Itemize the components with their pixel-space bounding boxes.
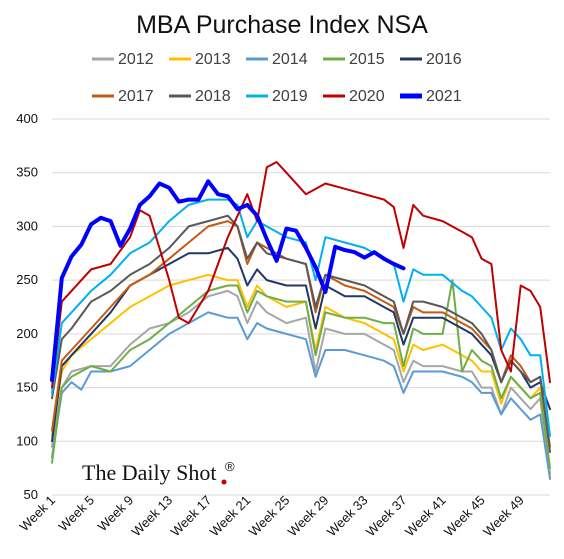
- brand-text: The Daily Shot: [82, 460, 216, 485]
- legend-label-2015: 2015: [349, 51, 385, 68]
- y-tick-label: 100: [16, 433, 38, 448]
- y-tick-label: 250: [16, 272, 38, 287]
- brand-registered-mark: ®: [225, 459, 235, 474]
- series-lines: [50, 161, 551, 480]
- x-tick-label: Week 49: [480, 493, 527, 540]
- series-line-2012: [51, 289, 551, 475]
- x-tick-label: Week 5: [56, 493, 98, 535]
- x-tick-label: Week 45: [441, 493, 488, 540]
- x-tick-label: Week 13: [129, 493, 176, 540]
- series-line-2019: [51, 198, 551, 437]
- legend-label-2020: 2020: [349, 88, 385, 105]
- series-line-2014: [51, 311, 551, 480]
- legend-label-2012: 2012: [118, 51, 154, 68]
- legend-label-2017: 2017: [118, 88, 154, 105]
- legend-label-2019: 2019: [272, 88, 308, 105]
- legend: 2012 2013 2014 2015 2016 2017 2018 2019 2020 2021: [92, 51, 462, 105]
- series-line-2021: [50, 179, 406, 383]
- series-line-2018: [51, 214, 551, 453]
- x-tick-label: Week 21: [207, 493, 254, 540]
- x-tick-label: Week 37: [363, 493, 410, 540]
- branding: The Daily Shot ®: [82, 459, 235, 485]
- series-line-2015: [51, 279, 551, 470]
- legend-label-2021: 2021: [426, 88, 462, 105]
- gridlines: [52, 118, 550, 496]
- legend-label-2014: 2014: [272, 51, 308, 68]
- series-line-2013: [51, 273, 551, 480]
- chart-title: MBA Purchase Index NSA: [136, 11, 428, 39]
- y-axis: 50 100 150 200 250 300 350 400: [16, 111, 38, 502]
- y-tick-label: 400: [16, 111, 38, 126]
- x-tick-label: Week 25: [246, 493, 293, 540]
- series-line-2020: [51, 161, 551, 389]
- legend-label-2013: 2013: [195, 51, 231, 68]
- y-tick-label: 50: [24, 487, 38, 502]
- y-tick-label: 200: [16, 326, 38, 341]
- x-tick-label: Week 33: [324, 493, 371, 540]
- x-tick-label: Week 29: [285, 493, 332, 540]
- y-tick-label: 300: [16, 218, 38, 233]
- legend-label-2018: 2018: [195, 88, 231, 105]
- x-tick-label: Week 17: [168, 493, 215, 540]
- brand-dot-icon: [221, 479, 227, 485]
- legend-label-2016: 2016: [426, 51, 462, 68]
- y-tick-label: 150: [16, 380, 38, 395]
- x-tick-label: Week 41: [402, 493, 449, 540]
- y-tick-label: 350: [16, 165, 38, 180]
